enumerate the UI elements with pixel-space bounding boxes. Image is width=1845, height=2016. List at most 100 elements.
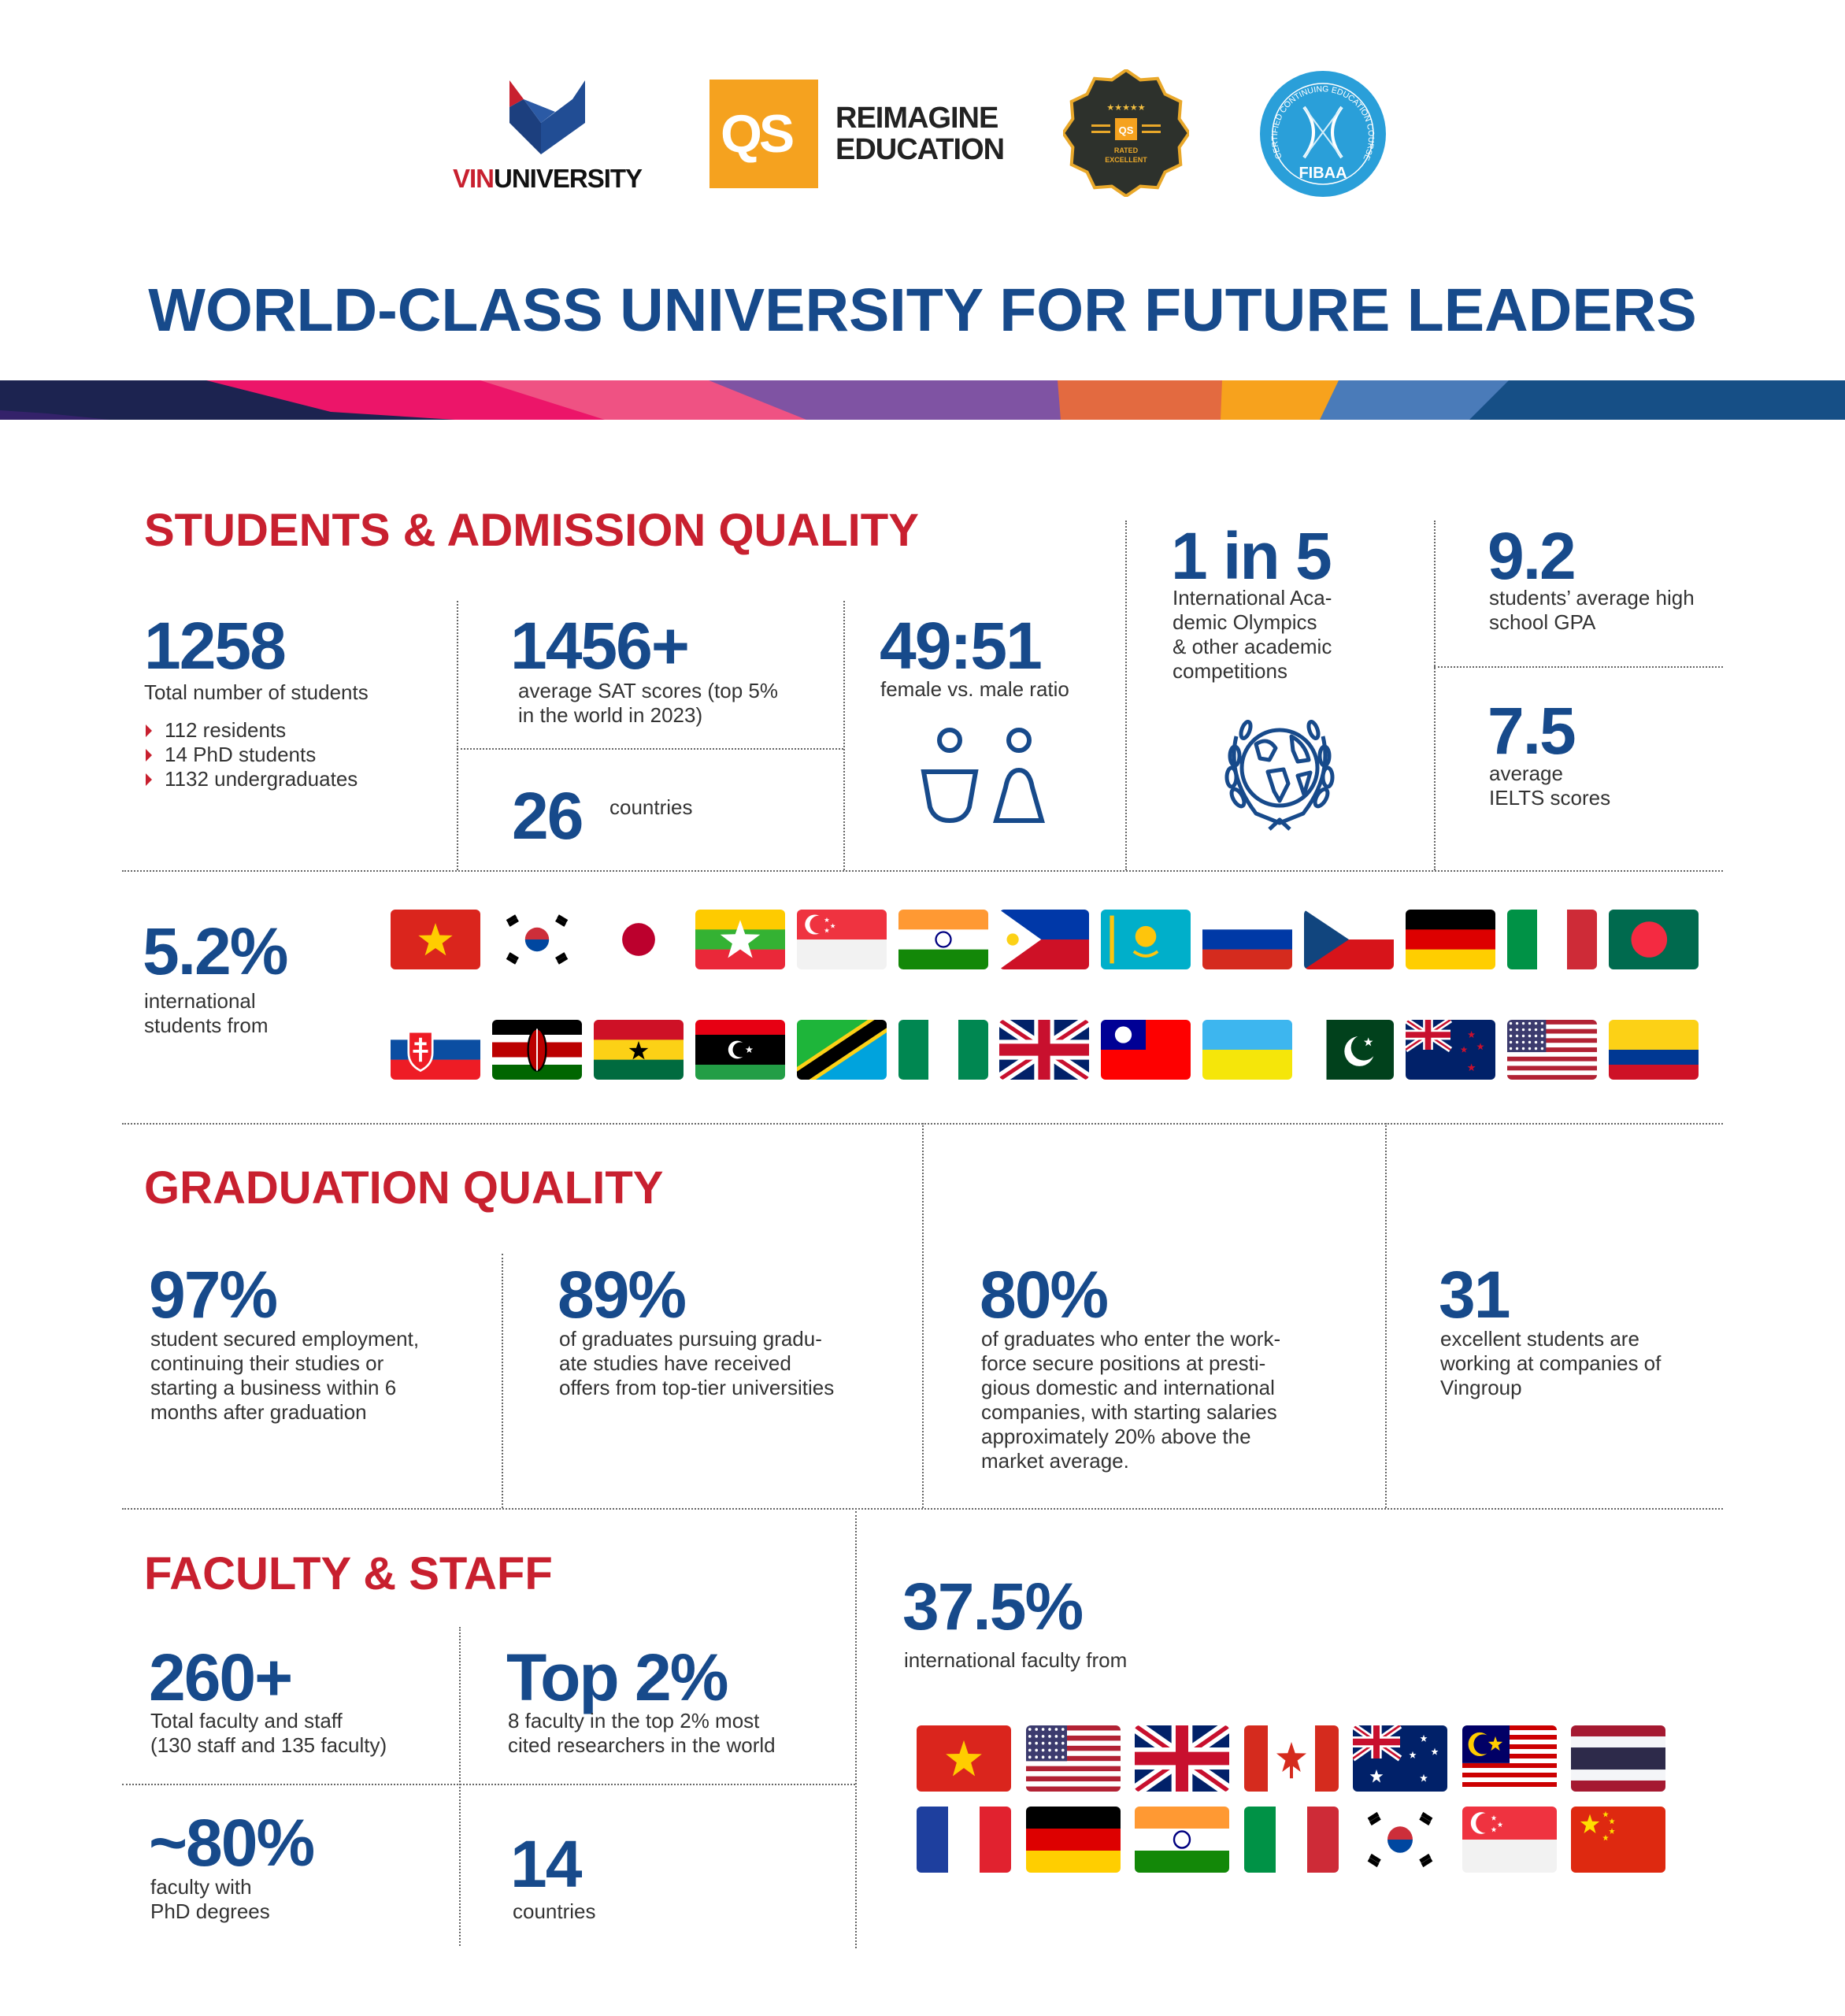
list-item: 1132 undergraduates: [146, 767, 358, 791]
list-item: 112 residents: [146, 718, 286, 743]
students-section-heading: STUDENTS & ADMISSION QUALITY: [144, 505, 919, 556]
graduation-stat-label-line: offers from top-tier universities: [559, 1376, 835, 1399]
kr-flag-icon: [491, 910, 582, 969]
qs-line1: REIMAGINE: [835, 102, 998, 135]
in-flag-icon: [1135, 1807, 1229, 1873]
de-flag-icon: [1025, 1807, 1121, 1873]
top-researchers-value: Top 2%: [506, 1640, 728, 1714]
badge-stars: ★★★★★: [1106, 102, 1145, 113]
gh-flag-icon: [593, 1020, 684, 1080]
gender-ratio-value: 49:51: [880, 609, 1043, 683]
cn-flag-icon: [1571, 1807, 1665, 1873]
graduation-stat-value: 31: [1439, 1258, 1510, 1332]
divider: [122, 1784, 855, 1785]
co-flag-icon: [1608, 1020, 1699, 1080]
gpa-value: 9.2: [1487, 519, 1576, 593]
olympics-value: 1 in 5: [1171, 519, 1332, 593]
vn-flag-icon: [917, 1725, 1011, 1792]
vinuniversity-logo: VINUNIVERSITY: [453, 76, 646, 194]
vinuni-wordmark: VINUNIVERSITY: [453, 164, 643, 194]
graduation-stat-label-line: approximately 20% above the: [981, 1425, 1251, 1448]
graduation-stat-label-line: market average.: [981, 1449, 1129, 1473]
list-item: 14 PhD students: [146, 743, 316, 767]
faculty-phd-label-line: PhD degrees: [150, 1899, 270, 1923]
ru-flag-icon: [1202, 910, 1293, 969]
sat-label-line: average SAT scores (top 5%: [518, 679, 778, 702]
graduation-section-heading: GRADUATION QUALITY: [144, 1162, 664, 1214]
bd-flag-icon: [1608, 910, 1699, 969]
student-countries-value: 26: [512, 779, 584, 853]
divider: [459, 1627, 461, 1946]
gpa-label-line: students’ average high: [1489, 586, 1695, 610]
graduation-stat-label-line: starting a business within 6: [150, 1376, 397, 1399]
olympics-label-line: & other academic: [1173, 635, 1332, 658]
jp-flag-icon: [593, 910, 684, 969]
female-male-icon: [921, 728, 1045, 824]
de-flag-icon: [1406, 910, 1495, 969]
student-countries-label: countries: [609, 795, 693, 819]
sg-flag-icon: [796, 910, 887, 969]
bullet-arrow-icon: [146, 773, 152, 786]
gb-flag-icon: [999, 1020, 1090, 1080]
my-flag-icon: [1462, 1725, 1557, 1792]
qs-box: QS: [709, 80, 818, 188]
graduation-stat-value: 80%: [980, 1258, 1109, 1332]
qs-mark: QS: [721, 104, 795, 164]
tz-flag-icon: [796, 1020, 887, 1080]
th-flag-icon: [1571, 1725, 1665, 1792]
ly-flag-icon: [695, 1020, 785, 1080]
faculty-total-label-line: (130 staff and 135 faculty): [150, 1733, 387, 1757]
badge-qs-text: QS: [1119, 124, 1134, 136]
faculty-total-value: 260+: [149, 1640, 293, 1714]
sat-label-line: in the world in 2023): [518, 703, 703, 727]
vinuni-v-icon: [509, 80, 585, 154]
list-item-text: 14 PhD students: [165, 743, 317, 766]
olympics-label-line: competitions: [1173, 659, 1287, 683]
cz-flag-icon: [1304, 910, 1395, 969]
graduation-stat-label-line: student secured employment,: [150, 1327, 420, 1351]
graduation-stat-label-line: gious domestic and international: [981, 1376, 1275, 1399]
international-faculty-value: 37.5%: [902, 1569, 1084, 1644]
olympics-label-line: International Aca-: [1173, 586, 1332, 610]
it-flag-icon: [1243, 1807, 1339, 1873]
top-researchers-label-line: cited researchers in the world: [508, 1733, 776, 1757]
qs-line2: EDUCATION: [835, 133, 1005, 166]
sg-flag-icon: [1462, 1807, 1557, 1873]
faculty-section-heading: FACULTY & STAFF: [144, 1548, 553, 1599]
divider: [122, 1508, 1723, 1510]
fibaa-logo: CERTIFIED CONTINUING EDUCATION COURSE FI…: [1258, 69, 1387, 198]
globe-laurel-icon: [1224, 720, 1335, 831]
nz-flag-icon: [1406, 1020, 1495, 1080]
gb-flag-icon: [1135, 1725, 1229, 1792]
divider: [922, 1123, 924, 1508]
badge-rated: RATED: [1114, 146, 1139, 154]
international-faculty-label: international faculty from: [904, 1648, 1128, 1672]
graduation-stat-label-line: continuing their studies or: [150, 1351, 384, 1375]
graduation-stat-label-line: ate studies have received: [559, 1351, 791, 1375]
ca-flag-icon: [1243, 1725, 1339, 1792]
it-flag-icon: [1506, 910, 1597, 969]
graduation-stat-value: 89%: [558, 1258, 687, 1332]
graduation-stat-label-line: force secure positions at presti-: [981, 1351, 1266, 1375]
faculty-phd-value: ~80%: [149, 1806, 315, 1880]
faculty-phd-label-line: faculty with: [150, 1875, 252, 1899]
qs-rated-excellent-badge: QS ★★★★★ RATED EXCELLENT: [1061, 68, 1191, 198]
gpa-label-line: school GPA: [1489, 610, 1596, 634]
ielts-label-line: IELTS scores: [1489, 786, 1611, 810]
ielts-label-line: average: [1489, 762, 1563, 785]
divider: [502, 1254, 503, 1508]
in-flag-icon: [898, 910, 988, 969]
au-flag-icon: [1353, 1725, 1447, 1792]
international-students-label-line: students from: [144, 1014, 269, 1037]
graduation-stat-value: 97%: [149, 1258, 278, 1332]
divider: [457, 601, 458, 870]
graduation-stat-label-line: of graduates who enter the work-: [981, 1327, 1281, 1351]
total-students-label: Total number of students: [144, 680, 369, 704]
divider: [122, 870, 1723, 872]
page-title: WORLD-CLASS UNIVERSITY FOR FUTURE LEADER…: [148, 276, 1697, 344]
ng-flag-icon: [898, 1020, 988, 1080]
gender-ratio-label: female vs. male ratio: [880, 677, 1069, 701]
ke-flag-icon: [491, 1020, 582, 1080]
qs-reimagine-logo: QS REIMAGINE EDUCATION: [709, 80, 1009, 188]
faculty-countries-value: 14: [510, 1827, 582, 1901]
